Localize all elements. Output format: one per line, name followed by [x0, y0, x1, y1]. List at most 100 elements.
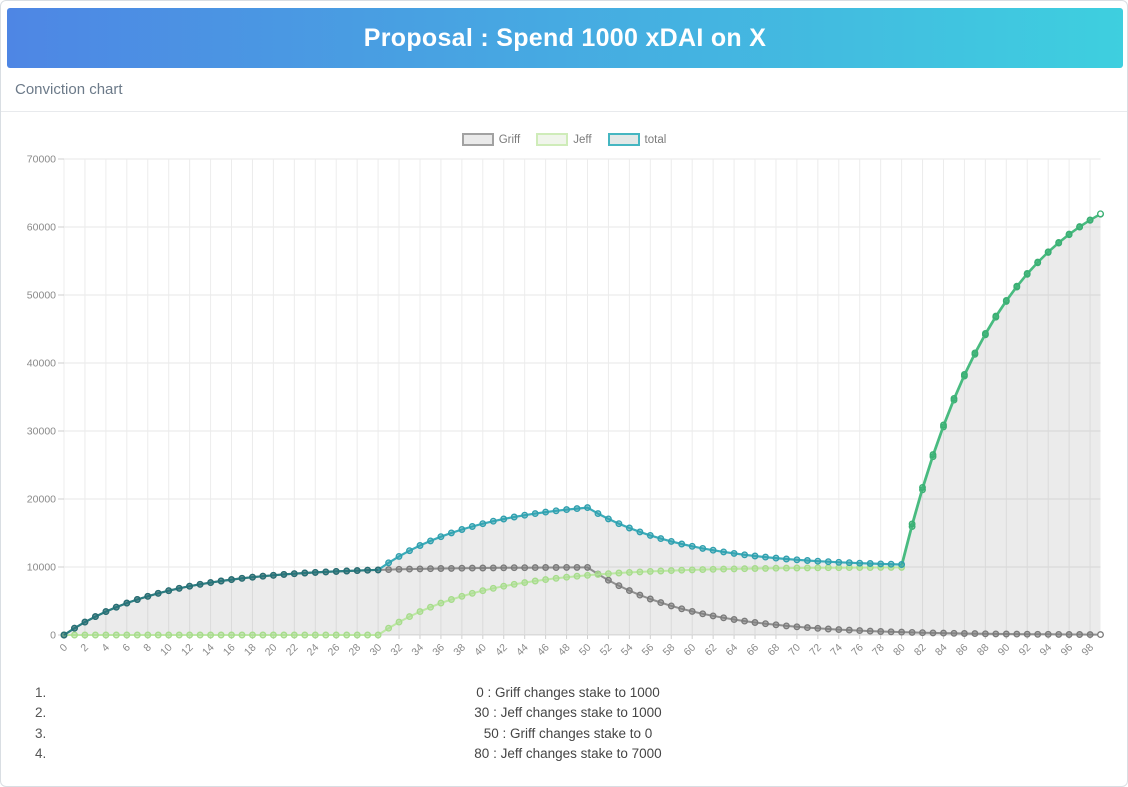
marker-total — [353, 567, 361, 575]
x-tick-label: 88 — [975, 642, 992, 659]
marker-jeff — [709, 565, 717, 573]
marker-total — [81, 618, 89, 626]
y-tick-label: 20000 — [27, 494, 56, 506]
marker-jeff — [447, 596, 455, 603]
marker-griff — [667, 602, 675, 610]
marker-total — [385, 559, 393, 567]
marker-griff — [1002, 630, 1010, 638]
stake-event-text: 80 : Jeff changes stake to 7000 — [474, 745, 662, 761]
marker-griff — [1044, 630, 1052, 638]
marker-total — [803, 557, 811, 564]
y-tick-label: 10000 — [27, 562, 56, 574]
marker-jeff — [154, 631, 162, 639]
x-tick-label: 42 — [493, 642, 510, 659]
marker-griff — [1086, 631, 1094, 639]
marker-total — [123, 599, 131, 607]
marker-total — [437, 533, 445, 541]
x-tick-label: 56 — [640, 642, 657, 659]
x-tick-label: 14 — [200, 642, 217, 659]
marker-total — [1055, 239, 1063, 246]
marker-jeff — [720, 565, 728, 573]
marker-total — [960, 371, 968, 378]
marker-griff — [447, 564, 455, 572]
legend-item-griff[interactable]: Griff — [461, 133, 520, 146]
marker-griff — [625, 587, 633, 595]
marker-total — [604, 515, 612, 523]
marker-total — [301, 569, 309, 577]
marker-total — [531, 510, 539, 518]
marker-jeff — [353, 631, 361, 639]
marker-total — [594, 510, 602, 518]
legend-label: Jeff — [573, 133, 592, 146]
marker-total — [1097, 210, 1104, 218]
marker-jeff — [489, 584, 497, 592]
marker-griff — [814, 624, 822, 632]
marker-jeff — [196, 631, 204, 639]
marker-jeff — [102, 631, 110, 639]
marker-total — [552, 507, 560, 515]
marker-total — [322, 568, 330, 576]
marker-total — [782, 555, 790, 563]
marker-griff — [458, 564, 466, 572]
marker-total — [416, 542, 424, 549]
x-tick-label: 68 — [765, 642, 782, 659]
marker-total — [845, 559, 853, 567]
marker-total — [60, 631, 68, 639]
x-tick-label: 64 — [723, 642, 740, 659]
marker-jeff — [803, 564, 811, 572]
marker-total — [406, 547, 413, 555]
marker-total — [71, 624, 78, 632]
marker-jeff — [699, 566, 707, 574]
stake-events-list: 1. 0 : Griff changes stake to 1000 2. 30 : … — [9, 683, 1087, 764]
marker-jeff — [259, 631, 267, 639]
marker-griff — [584, 563, 591, 571]
marker-total — [699, 544, 707, 552]
marker-total — [1086, 216, 1094, 224]
marker-total — [908, 520, 916, 528]
marker-jeff — [91, 631, 99, 639]
x-tick-label: 30 — [367, 642, 384, 659]
marker-griff — [762, 620, 769, 628]
marker-jeff — [311, 631, 319, 639]
x-tick-label: 72 — [807, 642, 824, 659]
marker-total — [343, 567, 351, 575]
marker-total — [217, 577, 225, 585]
marker-total — [615, 520, 623, 528]
x-tick-label: 4 — [99, 642, 112, 655]
marker-jeff — [646, 567, 654, 575]
x-tick-label: 20 — [263, 642, 280, 659]
stake-event-text: 30 : Jeff changes stake to 1000 — [474, 705, 662, 721]
marker-jeff — [604, 570, 612, 578]
marker-griff — [604, 576, 612, 584]
marker-griff — [552, 564, 560, 571]
marker-total — [573, 505, 581, 513]
marker-griff — [1076, 631, 1084, 638]
stake-event-text: 0 : Griff changes stake to 1000 — [476, 685, 660, 700]
marker-total — [332, 567, 340, 575]
marker-total — [793, 556, 801, 564]
marker-griff — [971, 630, 979, 638]
marker-griff — [678, 605, 686, 613]
y-tick-label: 40000 — [27, 358, 56, 370]
legend-item-jeff[interactable]: Jeff — [536, 133, 592, 146]
marker-total — [678, 540, 686, 548]
legend-item-total[interactable]: total — [607, 133, 666, 146]
x-tick-label: 82 — [912, 642, 929, 659]
marker-jeff — [175, 631, 183, 639]
marker-total — [1044, 248, 1052, 256]
marker-griff — [908, 628, 916, 636]
marker-griff — [981, 630, 989, 638]
marker-jeff — [322, 631, 330, 639]
marker-jeff — [207, 631, 215, 639]
legend-swatch-griff — [461, 133, 494, 146]
marker-total — [133, 596, 141, 603]
x-tick-label: 26 — [326, 642, 343, 659]
marker-griff — [793, 623, 801, 631]
x-tick-label: 96 — [1058, 642, 1075, 659]
y-tick-label: 30000 — [27, 426, 56, 438]
marker-griff — [416, 565, 424, 573]
marker-total — [772, 554, 780, 562]
marker-jeff — [730, 565, 738, 573]
marker-griff — [709, 612, 717, 620]
